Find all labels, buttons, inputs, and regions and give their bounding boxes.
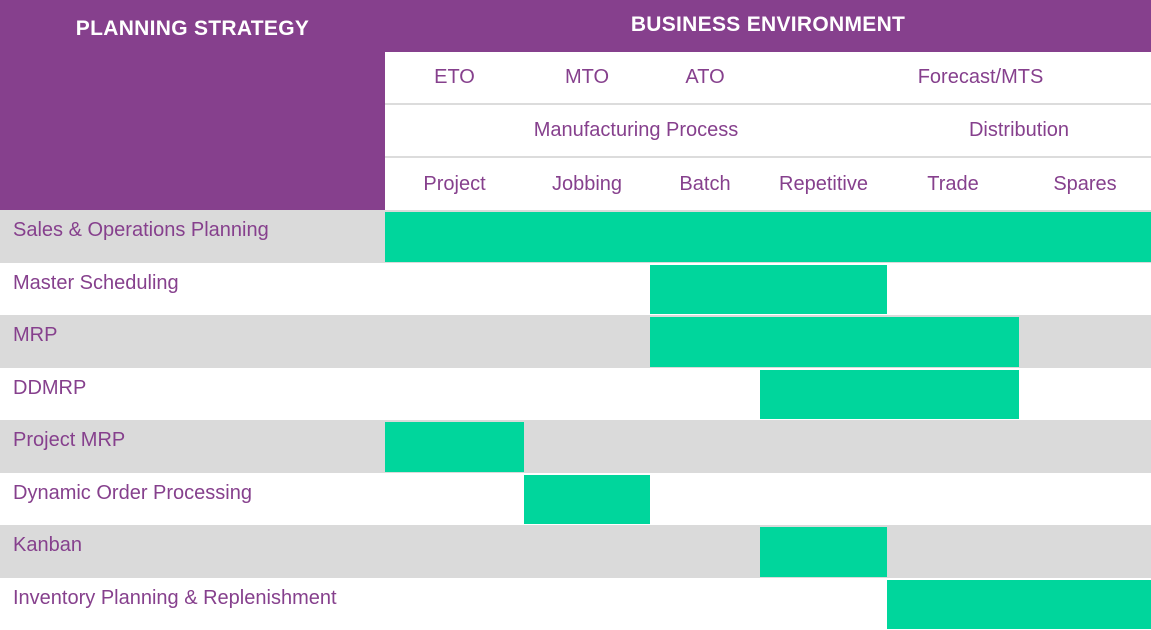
coverage-bar [760,527,887,577]
process-group-distribution: Distribution [968,119,1070,141]
environment-type-row: ETO MTO ATO Forecast/MTS [385,52,1151,105]
process-spares: Spares [1053,172,1117,195]
strategy-label: Project MRP [13,429,126,451]
coverage-bar [887,580,1151,629]
strategy-label: Master Scheduling [13,271,179,294]
env-type-forecast-mts: Forecast/MTS [917,66,1044,88]
strategy-row-master-scheduling: Master Scheduling [0,263,1151,315]
planning-strategy-header: PLANNING STRATEGY [0,0,385,210]
process-batch: Batch [679,172,731,195]
strategy-row-mrp: MRP [0,315,1151,368]
strategy-label: Inventory Planning & Replenishment [13,586,337,609]
coverage-bar [385,212,1151,262]
strategy-row-ddmrp: DDMRP [0,368,1151,420]
process-group-manufacturing: Manufacturing Process [533,119,739,141]
env-type-eto: ETO [434,66,475,88]
strategy-label: MRP [13,324,58,346]
strategy-row-inventory-planning-and-replenishment: Inventory Planning & Replenishment [0,578,1151,630]
strategy-label: DDMRP [13,376,87,399]
process-trade: Trade [927,172,979,195]
strategy-label: Kanban [13,534,82,556]
env-type-ato: ATO [685,66,725,88]
env-type-mto: MTO [564,66,610,88]
business-environment-header: BUSINESS ENVIRONMENT [385,0,1151,52]
strategy-label: Dynamic Order Processing [13,481,252,504]
coverage-bar [760,370,1019,419]
process-repetitive: Repetitive [779,172,868,195]
process-jobbing: Jobbing [551,172,623,195]
process-project: Project [423,172,486,195]
coverage-bar [650,265,887,314]
coverage-bar [385,422,524,472]
process-group-row: Manufacturing Process Distribution [385,105,1151,158]
process-row: Project Jobbing Batch Repetitive Trade S… [385,158,1151,210]
strategy-row-project-mrp: Project MRP [0,420,1151,473]
coverage-bar [524,475,650,524]
strategy-row-dynamic-order-processing: Dynamic Order Processing [0,473,1151,525]
strategy-label: Sales & Operations Planning [13,219,269,241]
coverage-bar [650,317,1019,367]
strategy-row-kanban: Kanban [0,525,1151,578]
strategy-row-sales-and-operations-planning: Sales & Operations Planning [0,210,1151,263]
